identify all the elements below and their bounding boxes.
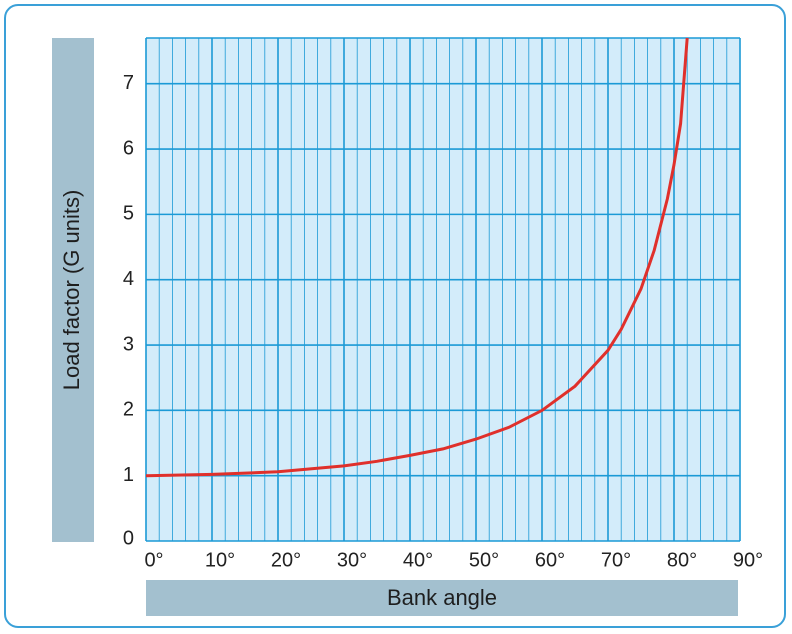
x-tick-label: 60° bbox=[535, 549, 565, 571]
x-tick-label: 10° bbox=[205, 549, 235, 571]
y-tick-label: 4 bbox=[123, 268, 134, 290]
y-tick-label: 1 bbox=[123, 464, 134, 486]
x-tick-label: 70° bbox=[601, 549, 631, 571]
y-tick-labels: 0 1 2 3 4 5 6 7 bbox=[123, 72, 134, 549]
y-tick-label: 5 bbox=[123, 203, 134, 225]
x-tick-label: 20° bbox=[271, 549, 301, 571]
x-tick-label: 40° bbox=[403, 549, 433, 571]
x-tick-label: 80° bbox=[667, 549, 697, 571]
minor-gridlines bbox=[158, 38, 728, 541]
y-tick-label: 0 bbox=[123, 527, 134, 549]
x-tick-label: 90° bbox=[733, 549, 763, 571]
x-tick-label: 0° bbox=[144, 549, 163, 571]
x-tick-label: 30° bbox=[337, 549, 367, 571]
y-tick-label: 2 bbox=[123, 399, 134, 421]
x-tick-label: 50° bbox=[469, 549, 499, 571]
xlabel: Bank angle bbox=[387, 585, 497, 610]
y-tick-label: 3 bbox=[123, 333, 134, 355]
plot-area bbox=[145, 37, 741, 542]
plot-background bbox=[146, 38, 740, 541]
load-factor-curve bbox=[145, 37, 689, 478]
major-gridlines bbox=[145, 37, 741, 542]
xlabel-bar bbox=[146, 580, 738, 616]
ylabel: Load factor (G units) bbox=[59, 190, 84, 391]
ylabel-bar bbox=[52, 38, 94, 542]
y-tick-label: 6 bbox=[123, 137, 134, 159]
y-tick-label: 7 bbox=[123, 72, 134, 94]
x-tick-labels: 0° 10° 20° 30° 40° 50° 60° 70° 80° 90° bbox=[144, 549, 763, 571]
